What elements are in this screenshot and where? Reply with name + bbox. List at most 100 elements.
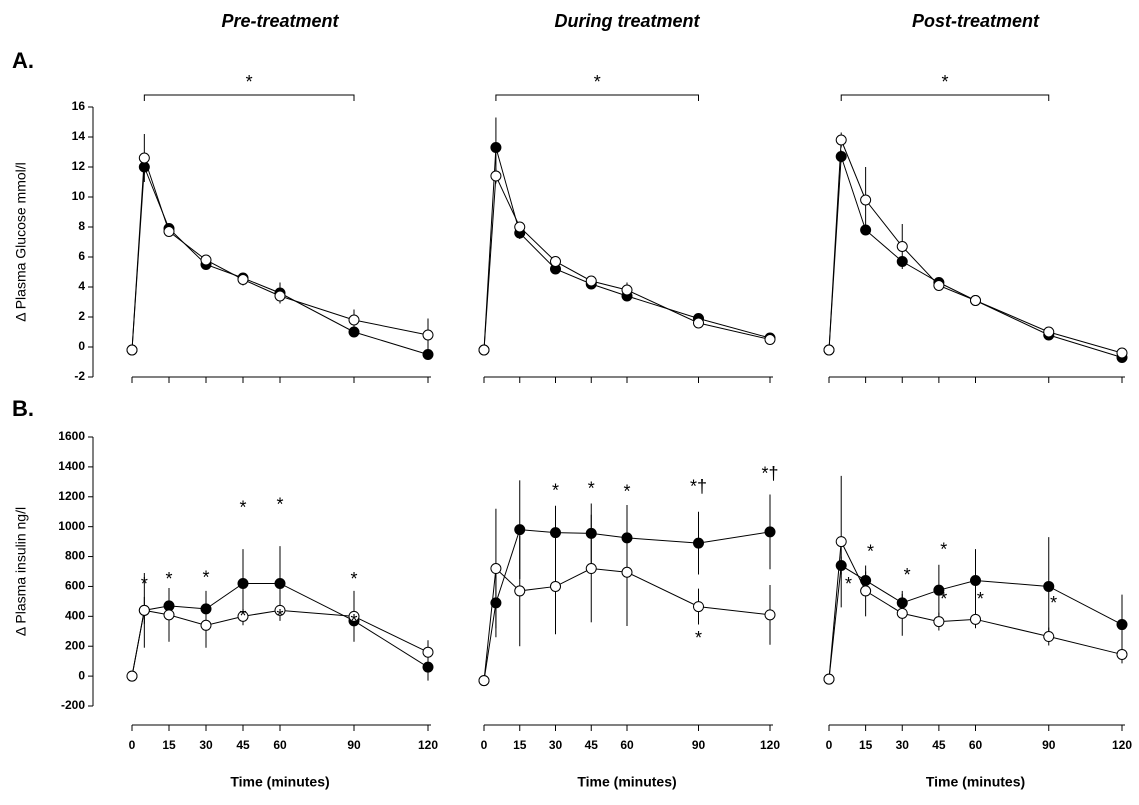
- y-tick-label: 1400: [58, 459, 85, 473]
- annotation: *: [940, 539, 947, 559]
- annotation: *: [239, 497, 246, 517]
- data-point: [422, 349, 434, 360]
- data-point: [835, 536, 847, 548]
- y-tick-label: 1000: [58, 519, 85, 533]
- significance-bracket: [495, 94, 699, 101]
- x-tick-label: 45: [932, 738, 946, 752]
- series-line: [828, 139, 1123, 354]
- data-point: [237, 577, 249, 589]
- x-tick-label: 90: [692, 738, 706, 752]
- data-point: [490, 170, 502, 182]
- data-point: [933, 280, 945, 291]
- panel-title: Pre-treatment: [221, 11, 339, 31]
- y-tick-label: 10: [72, 189, 86, 203]
- data-point: [1043, 326, 1055, 338]
- x-tick-label: 0: [129, 738, 136, 752]
- data-point: [585, 527, 597, 539]
- y-tick-label: 6: [78, 249, 85, 263]
- x-tick-label: 120: [1112, 738, 1132, 752]
- y-tick-label: 400: [65, 609, 85, 623]
- data-point: [138, 604, 150, 616]
- data-point: [514, 221, 526, 233]
- significance-bracket: [840, 94, 1050, 101]
- data-point: [860, 585, 872, 597]
- x-tick-label: 15: [513, 738, 527, 752]
- data-point: [693, 537, 704, 549]
- x-tick-label: 120: [418, 738, 438, 752]
- data-point: [835, 134, 847, 146]
- data-point: [490, 563, 502, 575]
- data-point: [933, 616, 945, 628]
- series-line: [483, 174, 771, 351]
- x-axis-label: Time (minutes): [230, 774, 329, 790]
- data-point: [163, 609, 175, 621]
- data-point: [1116, 619, 1128, 631]
- x-tick-label: 15: [162, 738, 176, 752]
- annotation: *: [552, 481, 559, 501]
- data-point: [896, 256, 908, 267]
- x-tick-label: 60: [969, 738, 983, 752]
- data-point: [478, 344, 490, 356]
- data-point: [348, 314, 360, 326]
- data-point: [126, 670, 138, 682]
- data-point: [478, 675, 490, 687]
- data-point: [422, 646, 434, 658]
- x-tick-label: 15: [859, 738, 873, 752]
- data-point: [274, 577, 286, 589]
- x-tick-label: 0: [481, 738, 488, 752]
- x-tick-label: 60: [273, 738, 287, 752]
- annotation: *: [695, 628, 702, 648]
- data-point: [1043, 631, 1055, 643]
- y-tick-label: 8: [78, 219, 85, 233]
- series-line: [828, 156, 1123, 358]
- series-line: [131, 166, 429, 355]
- data-point: [970, 295, 981, 306]
- annotation: *: [276, 494, 283, 514]
- data-point: [490, 142, 502, 153]
- x-tick-label: 60: [620, 738, 634, 752]
- panel-title: Post-treatment: [912, 11, 1040, 31]
- data-point: [621, 532, 633, 544]
- data-point: [896, 241, 908, 252]
- data-point: [1043, 580, 1055, 592]
- y-tick-label: 800: [65, 549, 85, 563]
- significance-bracket: [143, 94, 355, 101]
- x-tick-label: 90: [347, 738, 361, 752]
- series-line: [483, 147, 771, 351]
- data-point: [550, 256, 561, 267]
- data-point: [835, 151, 847, 162]
- data-point: [823, 673, 835, 685]
- annotation: *†: [690, 477, 707, 497]
- data-point: [550, 580, 561, 592]
- data-point: [585, 275, 597, 287]
- data-point: [970, 613, 981, 625]
- y-tick-label: -200: [61, 698, 85, 712]
- data-point: [1116, 347, 1128, 359]
- data-point: [490, 597, 502, 609]
- data-point: [896, 607, 908, 619]
- data-point: [933, 584, 945, 596]
- x-tick-label: 0: [826, 738, 833, 752]
- data-point: [422, 661, 434, 673]
- annotation: *: [594, 72, 601, 92]
- data-point: [693, 601, 704, 613]
- data-point: [514, 524, 526, 536]
- data-point: [896, 597, 908, 609]
- annotation: *: [350, 569, 357, 589]
- series-line: [131, 157, 429, 351]
- panel-label: B.: [12, 396, 34, 421]
- annotation: *: [350, 611, 357, 631]
- annotation: *: [1050, 593, 1057, 613]
- y-tick-label: 4: [78, 279, 85, 293]
- data-point: [237, 274, 249, 285]
- x-tick-label: 30: [549, 738, 563, 752]
- data-point: [693, 317, 704, 329]
- data-point: [823, 344, 835, 356]
- data-point: [835, 560, 847, 572]
- data-point: [1116, 648, 1128, 660]
- data-point: [200, 254, 212, 266]
- annotation: *: [165, 569, 172, 589]
- data-point: [237, 610, 249, 622]
- annotation: *: [246, 72, 253, 92]
